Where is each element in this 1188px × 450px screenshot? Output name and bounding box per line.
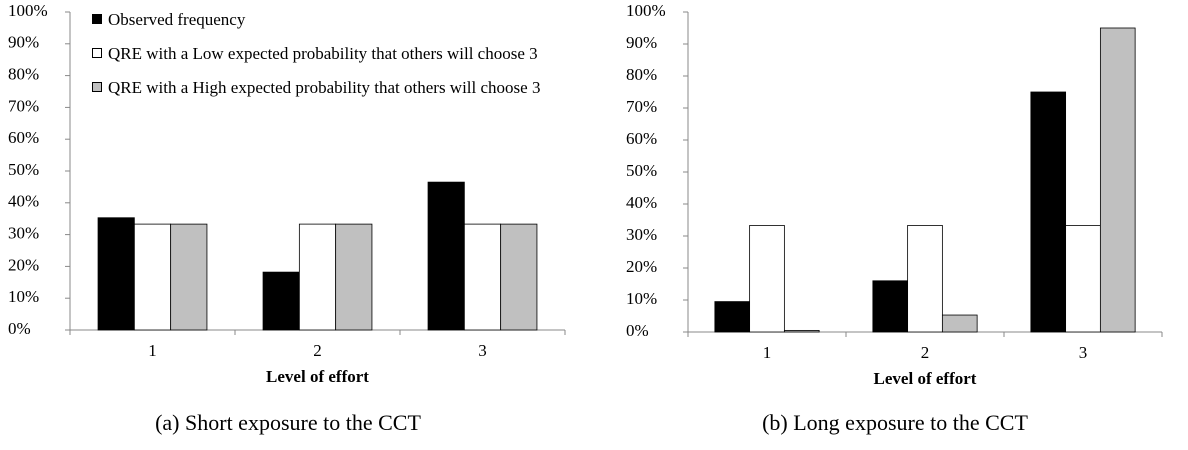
legend-swatch xyxy=(92,14,102,24)
x-tick-label: 2 xyxy=(921,343,930,362)
y-tick-label: 20% xyxy=(626,257,657,276)
bar xyxy=(298,223,337,331)
bar xyxy=(907,225,943,333)
y-tick-label: 20% xyxy=(8,255,39,274)
bar xyxy=(97,217,135,331)
bar xyxy=(170,223,208,331)
x-axis-title: Level of effort xyxy=(266,367,369,386)
y-tick-label: 0% xyxy=(626,321,649,340)
x-axis-title: Level of effort xyxy=(874,369,977,388)
y-tick-label: 0% xyxy=(8,319,31,338)
y-tick-label: 90% xyxy=(626,33,657,52)
bar xyxy=(262,271,300,331)
y-tick-label: 60% xyxy=(626,129,657,148)
legend-label: Observed frequency xyxy=(108,10,246,29)
y-tick-label: 90% xyxy=(8,33,39,52)
y-tick-label: 10% xyxy=(8,287,39,306)
y-tick-label: 70% xyxy=(8,96,39,115)
bar xyxy=(749,225,785,333)
legend-item: QRE with a Low expected probability that… xyxy=(92,44,552,64)
legend-item: Observed frequency xyxy=(92,10,552,30)
y-tick-label: 100% xyxy=(626,1,666,20)
y-tick-label: 100% xyxy=(8,1,48,20)
bar xyxy=(427,181,465,331)
bar xyxy=(941,314,978,333)
legend-swatch xyxy=(92,48,102,58)
y-tick-label: 40% xyxy=(626,193,657,212)
y-tick-label: 80% xyxy=(626,65,657,84)
legend-label: QRE with a High expected probability tha… xyxy=(108,78,541,97)
bar xyxy=(500,223,538,331)
y-tick-label: 10% xyxy=(626,289,657,308)
bar xyxy=(335,223,373,331)
bar xyxy=(1065,225,1101,333)
legend: Observed frequency QRE with a Low expecte… xyxy=(92,10,552,112)
bar xyxy=(714,301,751,333)
y-tick-label: 50% xyxy=(8,160,39,179)
x-tick-label: 3 xyxy=(1079,343,1088,362)
legend-item: QRE with a High expected probability tha… xyxy=(92,78,552,98)
y-tick-label: 40% xyxy=(8,192,39,211)
x-tick-label: 2 xyxy=(313,341,322,360)
legend-swatch xyxy=(92,82,102,92)
bar xyxy=(1099,27,1136,333)
bar xyxy=(783,329,820,333)
caption: (a) Short exposure to the CCT xyxy=(155,410,421,435)
y-tick-label: 50% xyxy=(626,161,657,180)
bar xyxy=(133,223,172,331)
x-tick-label: 3 xyxy=(478,341,487,360)
x-tick-label: 1 xyxy=(763,343,772,362)
y-tick-label: 80% xyxy=(8,65,39,84)
caption: (b) Long exposure to the CCT xyxy=(762,410,1028,435)
y-tick-label: 70% xyxy=(626,97,657,116)
y-tick-label: 30% xyxy=(8,224,39,243)
bar xyxy=(1030,91,1067,333)
y-tick-label: 30% xyxy=(626,225,657,244)
legend-label: QRE with a Low expected probability that… xyxy=(108,44,538,63)
y-tick-label: 60% xyxy=(8,128,39,147)
bar xyxy=(872,280,909,333)
bar xyxy=(463,223,502,331)
x-tick-label: 1 xyxy=(148,341,157,360)
